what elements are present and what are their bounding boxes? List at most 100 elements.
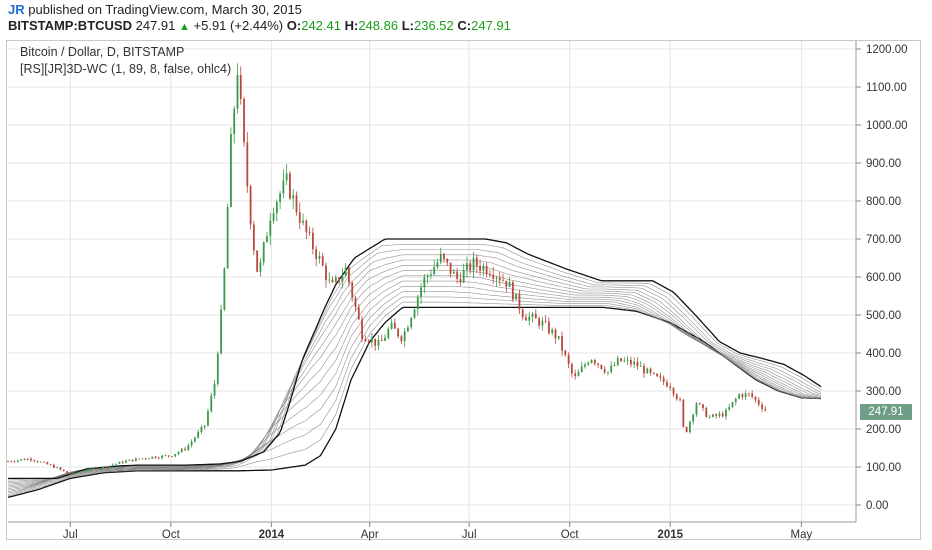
- candle-body: [620, 358, 622, 362]
- author-name[interactable]: JR: [8, 2, 25, 17]
- candle-body: [669, 386, 672, 388]
- candle-body: [7, 461, 9, 463]
- candle-body: [397, 328, 400, 337]
- ribbon-line: [7, 259, 822, 485]
- chart-legend-indicator: [RS][JR]3D-WC (1, 89, 8, false, ohlc4): [20, 62, 232, 76]
- price-series: [7, 63, 767, 476]
- candle-body: [207, 410, 209, 426]
- chart-grid: [8, 41, 856, 522]
- candle-body: [607, 371, 609, 373]
- candle-body: [672, 387, 675, 395]
- candle-body: [410, 317, 413, 328]
- candle-body: [597, 363, 600, 365]
- candle-body: [584, 364, 586, 367]
- y-tick-label: 200.00: [866, 424, 901, 436]
- candle-body: [49, 464, 52, 466]
- candle-body: [75, 472, 78, 474]
- low-value: 236.52: [414, 18, 454, 33]
- chart-legend-title: Bitcoin / Dollar, D, BITSTAMP: [20, 45, 185, 59]
- candle-body: [380, 339, 383, 341]
- candle-body: [423, 277, 426, 288]
- candle-body: [466, 263, 468, 271]
- candle-body: [233, 108, 236, 135]
- candle-body: [252, 224, 255, 251]
- time-axis[interactable]: Jul Oct 2014 Apr Jul Oct 2015 May: [8, 521, 856, 541]
- candle-body: [321, 256, 324, 266]
- candle-body: [213, 383, 216, 396]
- candle-body: [33, 460, 36, 462]
- candle-body: [482, 265, 485, 271]
- candle-body: [13, 461, 16, 463]
- candle-body: [69, 473, 72, 475]
- candle-body: [121, 461, 124, 463]
- candle-body: [593, 360, 596, 364]
- candle-body: [187, 445, 190, 450]
- candle-body: [725, 409, 727, 417]
- candle-body: [354, 297, 357, 308]
- candle-body: [184, 448, 186, 450]
- ribbon-line: [7, 244, 822, 481]
- candle-body: [220, 309, 222, 354]
- candle-body: [600, 364, 603, 369]
- x-tick-label: 2015: [657, 529, 683, 541]
- candle-body: [698, 403, 701, 405]
- ribbon-line: [7, 249, 822, 482]
- candle-body: [462, 270, 465, 283]
- candle-body: [629, 360, 632, 365]
- candle-body: [754, 396, 757, 400]
- ribbon-line: [7, 275, 822, 489]
- candle-body: [472, 257, 475, 271]
- candle-body: [495, 277, 498, 279]
- high-label: H:: [344, 18, 359, 33]
- candle-body: [561, 336, 563, 351]
- candle-body: [357, 307, 360, 320]
- candle-body: [554, 329, 557, 339]
- candle-body: [374, 338, 377, 346]
- triangle-up-icon: ▲: [179, 21, 190, 33]
- candle-body: [262, 242, 265, 263]
- candle-body: [344, 267, 347, 276]
- ribbon-line: [7, 280, 822, 491]
- candle-body: [610, 365, 613, 372]
- candle-body: [666, 382, 668, 387]
- candle-body: [636, 361, 639, 367]
- ribbon-indicator: [7, 238, 822, 499]
- candle-body: [489, 274, 491, 276]
- candle-body: [518, 293, 521, 310]
- candle-body: [534, 313, 537, 319]
- candle-body: [180, 448, 183, 452]
- ribbon-line: [8, 238, 822, 480]
- candle-body: [643, 365, 645, 374]
- candle-body: [249, 186, 252, 225]
- candle-body: [695, 403, 698, 415]
- candle-body: [757, 399, 760, 405]
- candle-body: [308, 232, 311, 233]
- candle-body: [525, 317, 527, 321]
- candle-body: [721, 413, 724, 417]
- candle-body: [521, 309, 524, 318]
- candle-body: [52, 464, 55, 468]
- candle-body: [682, 399, 685, 427]
- candle-body: [72, 472, 75, 475]
- candle-body: [420, 287, 422, 297]
- price-axis[interactable]: 0.00 100.00 200.00 300.00 400.00 500.00 600.00…: [855, 41, 908, 522]
- candle-body: [649, 368, 652, 373]
- candle-body: [528, 316, 531, 321]
- x-tick-label: Oct: [561, 529, 580, 541]
- candle-body: [134, 458, 137, 462]
- y-tick-label: 1000.00: [866, 120, 908, 132]
- candle-body: [331, 279, 334, 283]
- y-tick-label: 1100.00: [866, 82, 907, 94]
- candle-body: [567, 354, 570, 364]
- candle-body: [711, 414, 714, 417]
- candle-body: [685, 426, 688, 433]
- candle-body: [456, 271, 459, 279]
- candle-body: [298, 212, 301, 223]
- candle-body: [603, 368, 606, 373]
- candle-body: [702, 404, 704, 409]
- candle-body: [236, 75, 239, 109]
- candle-body: [338, 277, 341, 282]
- candle-body: [623, 360, 626, 362]
- y-tick-label: 900.00: [866, 158, 901, 170]
